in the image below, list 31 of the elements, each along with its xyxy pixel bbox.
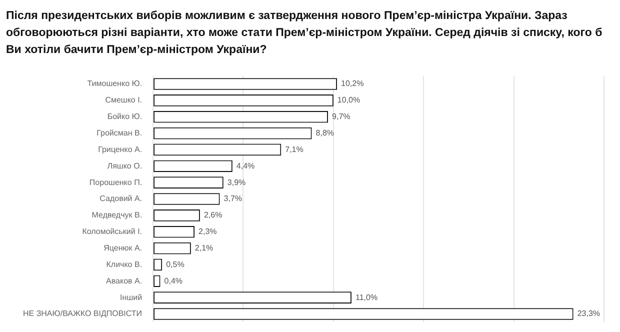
y-tick-label: Садовий А. — [100, 194, 142, 204]
y-tick-label: Гройсман В. — [96, 128, 142, 138]
data-label: 2,3% — [198, 227, 217, 236]
data-label: 8,8% — [316, 128, 334, 138]
y-tick-label: Гриценко А. — [98, 144, 142, 154]
chart-title: Після президентських виборів можливим є затвердження нового Прем’єр-міністра України. Зараз обговорюються різні варіанти, хто може стати Прем’єр-міністром України. Серед діячів зі списку, кого б Ви хотіли бачити Прем’єр-міністром України? — [6, 9, 604, 58]
y-tick-label: Інший — [120, 292, 142, 302]
y-tick-label: Порошенко П. — [89, 178, 142, 187]
y-tick-label: Бойко Ю. — [107, 112, 142, 122]
y-tick-label: Яценюк А. — [104, 243, 142, 252]
y-tick-label: Аваков А. — [106, 276, 142, 286]
y-tick-label: Ляшко О. — [107, 161, 142, 170]
data-label: 0,4% — [164, 276, 182, 286]
data-label: 4,4% — [236, 161, 255, 170]
data-label: 3,9% — [227, 178, 246, 187]
data-label: 23,3% — [577, 309, 600, 318]
data-label: 2,1% — [194, 243, 214, 252]
data-label: 10,0% — [337, 96, 360, 105]
y-tick-label: Кличко В. — [106, 260, 142, 269]
y-tick-label: Тимошенко Ю. — [87, 79, 142, 88]
data-label: 9,7% — [332, 112, 350, 122]
y-tick-label: Коломойський І. — [82, 227, 142, 236]
data-label: 11,0% — [355, 292, 378, 302]
data-label: 3,7% — [224, 194, 242, 204]
data-label: 2,6% — [204, 210, 222, 220]
y-tick-label: Медведчук В. — [92, 210, 142, 220]
data-label: 0,5% — [166, 260, 184, 269]
y-tick-label: НЕ ЗНАЮ/ВАЖКО ВІДПОВІСТИ — [22, 309, 142, 318]
y-tick-label: Смешко І. — [105, 96, 142, 105]
data-label: 7,1% — [285, 144, 304, 154]
data-label: 10,2% — [341, 79, 364, 88]
